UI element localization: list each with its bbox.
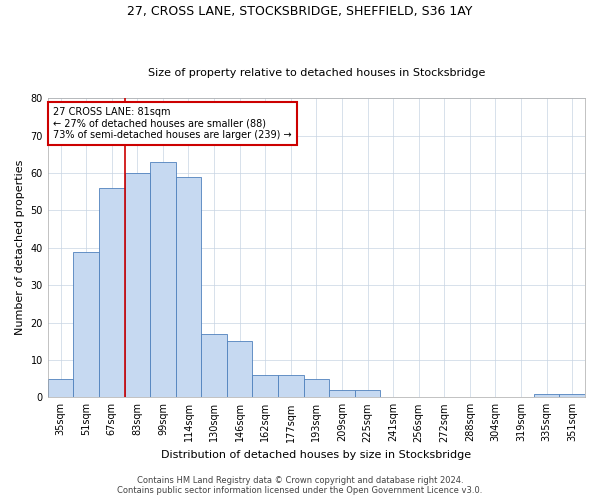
Bar <box>355 390 380 398</box>
X-axis label: Distribution of detached houses by size in Stocksbridge: Distribution of detached houses by size … <box>161 450 472 460</box>
Bar <box>304 378 329 398</box>
Y-axis label: Number of detached properties: Number of detached properties <box>15 160 25 336</box>
Title: Size of property relative to detached houses in Stocksbridge: Size of property relative to detached ho… <box>148 68 485 78</box>
Bar <box>253 375 278 398</box>
Bar <box>559 394 585 398</box>
Bar <box>278 375 304 398</box>
Bar <box>48 378 73 398</box>
Text: 27, CROSS LANE, STOCKSBRIDGE, SHEFFIELD, S36 1AY: 27, CROSS LANE, STOCKSBRIDGE, SHEFFIELD,… <box>127 5 473 18</box>
Bar <box>73 252 99 398</box>
Bar <box>227 341 253 398</box>
Bar <box>99 188 125 398</box>
Bar <box>534 394 559 398</box>
Bar <box>150 162 176 398</box>
Text: 27 CROSS LANE: 81sqm
← 27% of detached houses are smaller (88)
73% of semi-detac: 27 CROSS LANE: 81sqm ← 27% of detached h… <box>53 107 292 140</box>
Text: Contains HM Land Registry data © Crown copyright and database right 2024.
Contai: Contains HM Land Registry data © Crown c… <box>118 476 482 495</box>
Bar <box>125 173 150 398</box>
Bar <box>329 390 355 398</box>
Bar <box>176 176 201 398</box>
Bar <box>201 334 227 398</box>
